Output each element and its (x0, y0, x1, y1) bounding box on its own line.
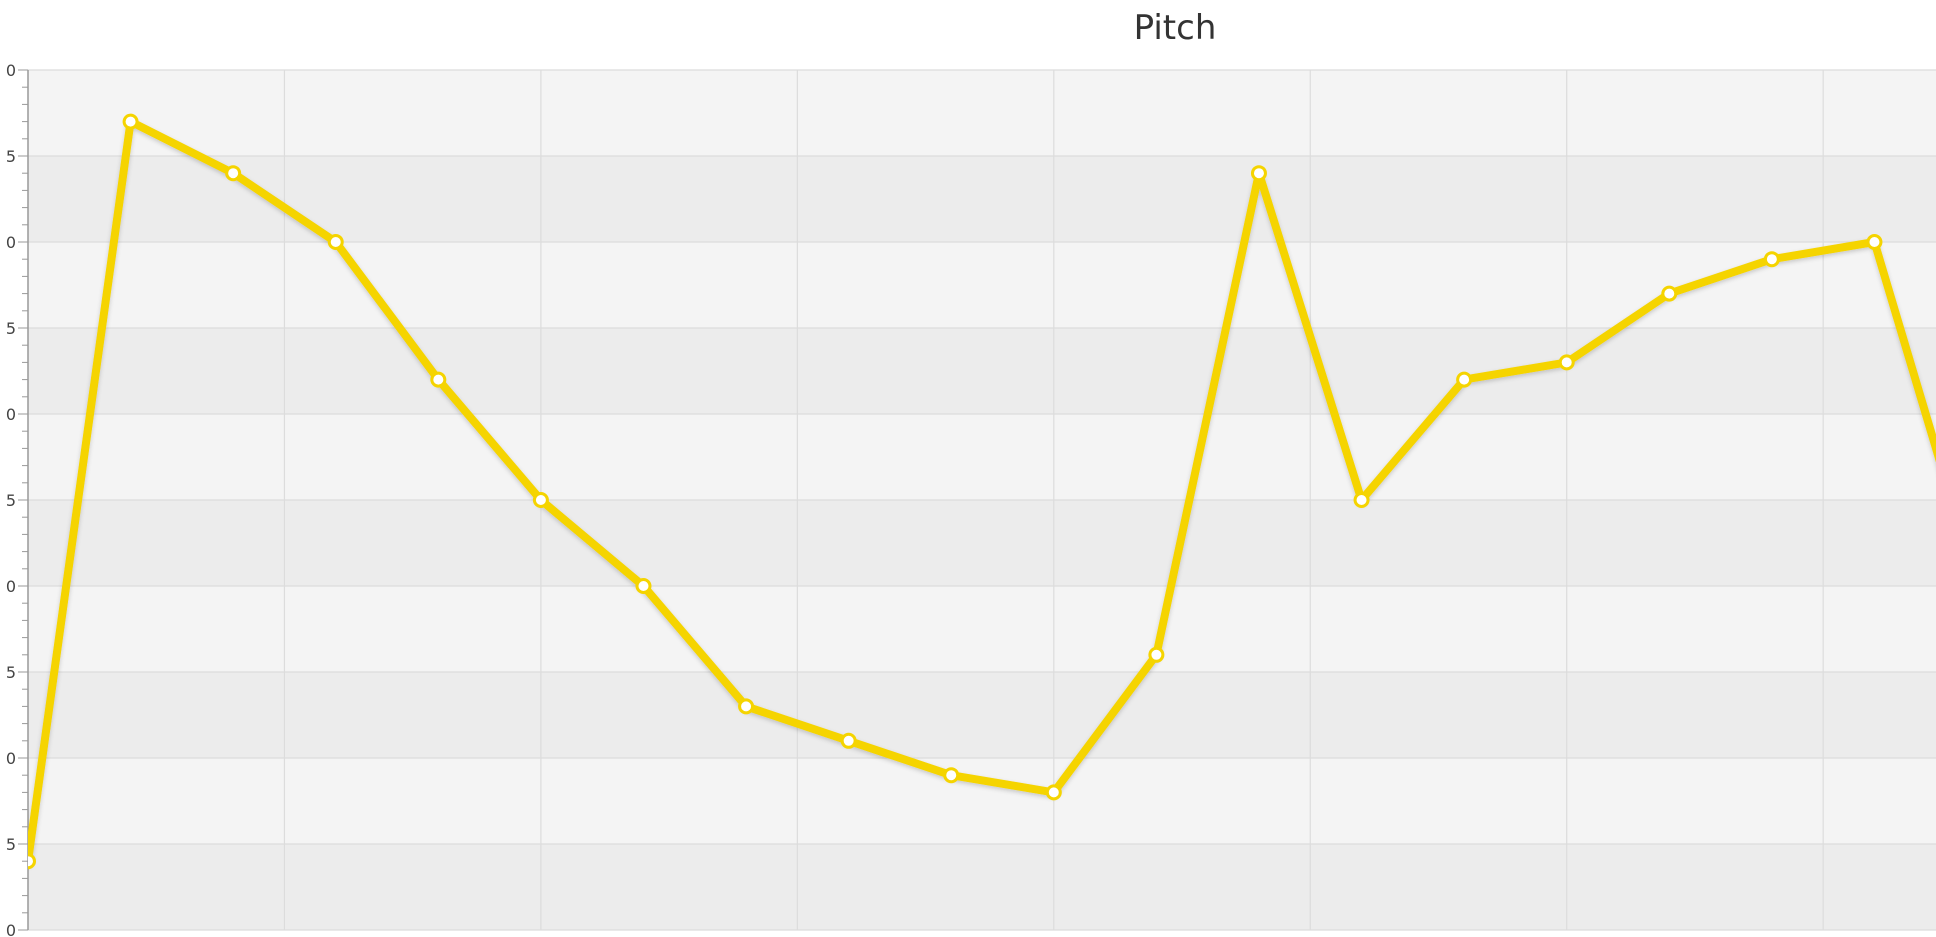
y-tick-label: 0 (6, 749, 16, 768)
data-point[interactable] (1250, 165, 1267, 182)
row-band (28, 328, 1936, 414)
y-tick-label: 5 (6, 663, 16, 682)
data-point[interactable] (1866, 234, 1883, 250)
data-point[interactable] (1558, 354, 1575, 371)
y-tick-label: 0 (6, 61, 16, 80)
series-line (28, 117, 1936, 866)
y-tick-label: 5 (6, 835, 16, 854)
y-tick-label: 0 (6, 577, 16, 596)
row-band (28, 414, 1936, 500)
y-tick-label: 5 (6, 319, 16, 338)
data-point[interactable] (532, 492, 549, 508)
data-point[interactable] (1456, 371, 1473, 388)
row-band (28, 758, 1936, 844)
chart-title: Pitch (1133, 8, 1217, 48)
row-bands (28, 70, 1936, 930)
row-band (28, 242, 1936, 328)
y-axis: 0 5 0 5 0 5 0 5 0 5 0 (6, 61, 29, 937)
row-band (28, 672, 1936, 758)
data-point[interactable] (1353, 492, 1370, 508)
y-tick-label: 0 (6, 233, 16, 252)
data-point[interactable] (225, 165, 242, 182)
y-tick-label: 0 (6, 405, 16, 424)
data-point[interactable] (430, 371, 447, 388)
series-group (22, 113, 1936, 870)
row-band (28, 156, 1936, 242)
data-point[interactable] (738, 698, 755, 715)
data-point[interactable] (122, 113, 139, 130)
data-point[interactable] (22, 853, 36, 870)
data-point[interactable] (1763, 251, 1780, 268)
data-point[interactable] (327, 234, 344, 250)
data-point[interactable] (1148, 646, 1165, 663)
data-point[interactable] (943, 767, 960, 784)
data-point[interactable] (1661, 285, 1678, 302)
row-band (28, 500, 1936, 586)
row-band (28, 844, 1936, 930)
data-point[interactable] (1045, 784, 1062, 801)
y-tick-label: 5 (6, 147, 16, 166)
y-tick-label: 5 (6, 491, 16, 510)
data-point[interactable] (840, 732, 857, 749)
row-band (28, 586, 1936, 672)
row-band (28, 70, 1936, 156)
y-tick-label: 0 (6, 921, 16, 937)
data-point[interactable] (635, 578, 652, 594)
